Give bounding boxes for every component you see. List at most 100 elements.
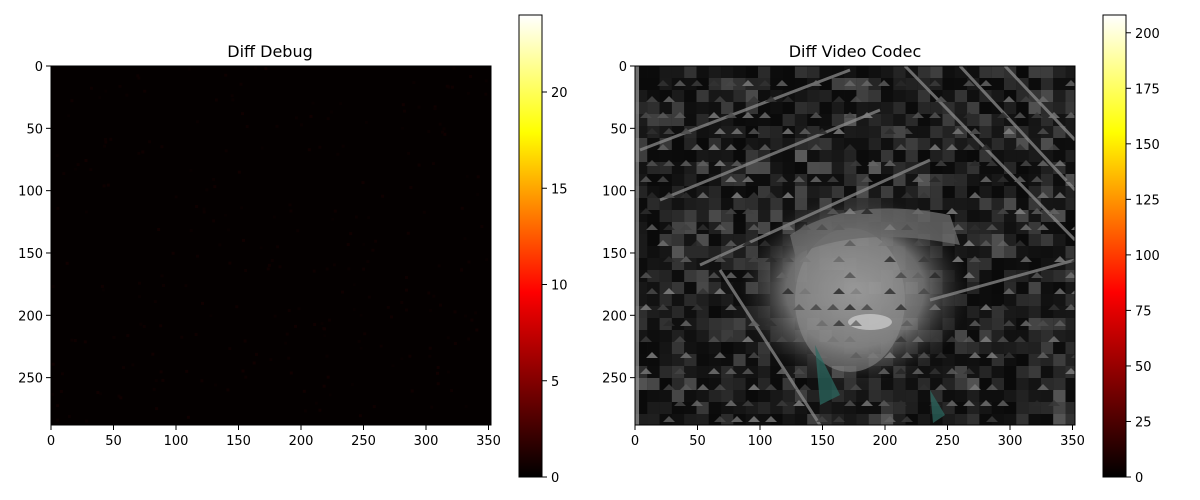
codec-artifact (895, 272, 907, 278)
codec-block (659, 102, 672, 114)
codec-block (684, 90, 697, 102)
codec-block (967, 150, 980, 162)
codec-artifact (969, 224, 981, 230)
codec-block (671, 66, 685, 78)
codec-block (1065, 126, 1075, 138)
noise-block (289, 371, 293, 375)
codec-block (1028, 414, 1041, 425)
codec-block (967, 366, 980, 378)
codec-block (721, 342, 734, 354)
codec-artifact (969, 384, 981, 390)
codec-block (1028, 330, 1041, 342)
noise-block (160, 145, 164, 149)
codec-block (782, 390, 795, 402)
codec-block (954, 342, 968, 354)
noise-block (201, 301, 204, 305)
codec-artifact (963, 272, 975, 278)
codec-block (1004, 246, 1017, 258)
codec-artifact (844, 272, 856, 278)
noise-block (467, 260, 471, 264)
noise-block (194, 333, 198, 336)
codec-artifact (918, 352, 930, 358)
codec-artifact (742, 272, 754, 278)
noise-block (318, 408, 322, 412)
codec-artifact (708, 336, 720, 342)
noise-block (366, 260, 370, 264)
noise-block (142, 324, 146, 328)
codec-block (782, 198, 795, 210)
codec-artifact (663, 416, 675, 422)
codec-artifact (1037, 224, 1049, 230)
codec-block (967, 78, 980, 90)
noise-block (104, 138, 107, 141)
noise-block (252, 361, 256, 365)
codec-block (967, 102, 980, 114)
codec-artifact (742, 240, 754, 246)
codec-block (979, 342, 992, 354)
noise-block (55, 154, 59, 158)
codec-block (893, 414, 906, 425)
noise-block (466, 91, 470, 95)
codec-block (733, 354, 746, 366)
noise-block (318, 145, 322, 149)
codec-block (807, 150, 820, 162)
noise-block (442, 127, 446, 131)
codec-artifact (793, 336, 805, 342)
codec-block (1004, 414, 1017, 425)
codec-block (991, 138, 1004, 150)
noise-block (349, 232, 353, 236)
noise-block (62, 172, 66, 176)
noise-block (436, 366, 440, 369)
noise-block (300, 123, 303, 127)
codec-block (942, 150, 955, 162)
codec-block (708, 102, 722, 114)
codec-artifact (827, 304, 839, 310)
codec-artifact (1048, 304, 1060, 310)
codec-block (954, 198, 968, 210)
codec-block (807, 414, 820, 425)
codec-block (967, 390, 980, 402)
codec-block (967, 210, 980, 222)
codec-block (954, 390, 968, 402)
noise-block (407, 151, 411, 155)
codec-artifact (731, 160, 743, 166)
noise-block (157, 228, 161, 231)
noise-block (450, 389, 454, 393)
codec-block (942, 198, 955, 210)
codec-block (917, 90, 931, 102)
codec-artifact (657, 304, 669, 310)
codec-block (696, 126, 709, 138)
plot-frame (634, 65, 1076, 426)
noise-block (275, 124, 279, 128)
codec-block (770, 390, 783, 402)
codec-block (708, 198, 722, 210)
noise-block (430, 405, 434, 409)
codec-block (1065, 282, 1075, 294)
codec-artifact (674, 368, 686, 374)
codec-block (831, 162, 845, 174)
noise-block (227, 228, 230, 232)
noise-block (239, 82, 243, 86)
y-tick-label: 0 (35, 60, 43, 75)
noise-block (255, 352, 258, 356)
codec-block (807, 378, 820, 390)
noise-block (475, 328, 479, 332)
codec-block (1040, 234, 1054, 246)
noise-block (460, 206, 464, 210)
noise-block (200, 379, 204, 383)
noise-block (138, 295, 141, 299)
codec-block (967, 246, 980, 258)
codec-block (1065, 150, 1075, 162)
codec-block (942, 186, 955, 198)
codec-block (647, 330, 660, 342)
noise-block (288, 203, 292, 207)
codec-artifact (884, 224, 896, 230)
codec-block (671, 282, 685, 294)
noise-block (289, 209, 293, 213)
noise-block (364, 120, 368, 124)
codec-artifact (697, 160, 709, 166)
codec-block (831, 186, 845, 198)
codec-artifact (850, 288, 862, 294)
codec-block (696, 150, 709, 162)
diagonal-lines (639, 66, 1075, 425)
